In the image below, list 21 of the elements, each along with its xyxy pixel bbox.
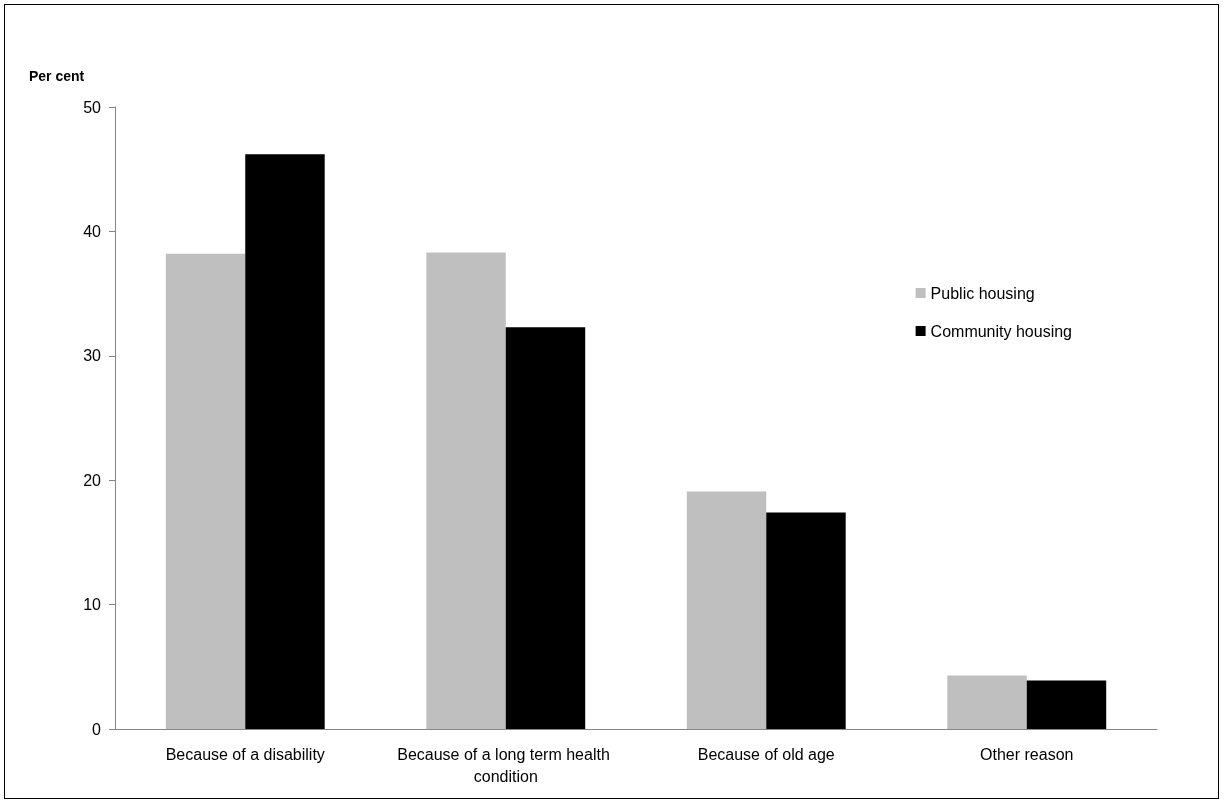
- legend-label: Public housing: [930, 284, 1035, 302]
- legend-label: Community housing: [930, 322, 1073, 340]
- bar: [426, 252, 506, 729]
- bar: [947, 675, 1027, 729]
- bar: [686, 491, 767, 729]
- x-tick-label: Because of old age: [697, 745, 835, 763]
- y-axis-title: Per cent: [29, 68, 85, 84]
- y-tick-label: 30: [83, 347, 102, 365]
- y-tick-label: 10: [83, 596, 102, 614]
- bar: [165, 253, 246, 729]
- y-tick-label: 40: [83, 222, 102, 240]
- bar: [1026, 680, 1107, 729]
- y-tick-label: 50: [83, 98, 102, 116]
- x-tick-label: Other reason: [980, 745, 1074, 763]
- bar: [505, 327, 586, 729]
- bar: [245, 154, 325, 729]
- y-tick-label: 20: [83, 471, 102, 489]
- bar: [766, 512, 846, 729]
- x-tick-label: Because of a long term health condition: [397, 745, 615, 785]
- y-tick-label: 0: [92, 720, 102, 738]
- x-tick-label: Because of a disability: [165, 745, 325, 763]
